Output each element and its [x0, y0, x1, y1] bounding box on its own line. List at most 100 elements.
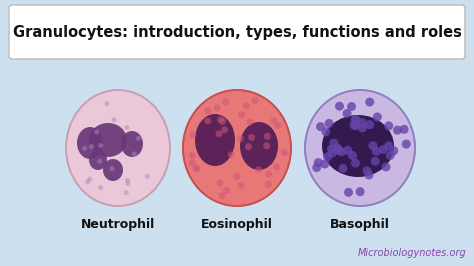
Circle shape — [136, 136, 141, 141]
Circle shape — [338, 164, 347, 173]
Circle shape — [372, 147, 381, 156]
Circle shape — [327, 144, 336, 153]
Circle shape — [402, 140, 411, 149]
Circle shape — [192, 165, 200, 172]
Ellipse shape — [121, 131, 143, 157]
Ellipse shape — [89, 150, 107, 170]
Circle shape — [265, 171, 272, 177]
Circle shape — [389, 146, 398, 155]
Circle shape — [245, 143, 252, 150]
Circle shape — [365, 171, 374, 180]
Circle shape — [316, 122, 325, 131]
Circle shape — [222, 98, 229, 105]
Circle shape — [343, 146, 352, 155]
Circle shape — [343, 109, 352, 118]
Circle shape — [351, 159, 360, 168]
Circle shape — [104, 101, 109, 106]
FancyBboxPatch shape — [9, 5, 465, 59]
Circle shape — [320, 160, 329, 168]
Circle shape — [323, 152, 332, 161]
Circle shape — [329, 139, 338, 148]
Circle shape — [363, 166, 372, 175]
Circle shape — [379, 145, 388, 154]
Circle shape — [356, 187, 365, 196]
Circle shape — [219, 118, 226, 125]
Circle shape — [352, 121, 361, 130]
Circle shape — [125, 125, 129, 130]
Ellipse shape — [195, 114, 235, 166]
Circle shape — [365, 98, 374, 107]
Circle shape — [314, 158, 323, 167]
Circle shape — [145, 174, 150, 179]
Circle shape — [255, 166, 262, 173]
Text: Neutrophil: Neutrophil — [81, 218, 155, 231]
Circle shape — [219, 192, 226, 199]
Circle shape — [393, 126, 402, 135]
Circle shape — [347, 102, 356, 111]
Circle shape — [85, 180, 90, 184]
Circle shape — [125, 178, 130, 183]
Circle shape — [281, 149, 288, 156]
Circle shape — [217, 116, 224, 123]
Circle shape — [248, 134, 255, 141]
Circle shape — [132, 151, 137, 156]
Circle shape — [352, 115, 361, 124]
Circle shape — [350, 115, 359, 124]
Ellipse shape — [322, 115, 394, 177]
Circle shape — [382, 163, 391, 172]
Circle shape — [97, 159, 102, 164]
Circle shape — [98, 143, 103, 148]
Circle shape — [94, 130, 99, 135]
Circle shape — [194, 165, 201, 172]
Ellipse shape — [89, 123, 127, 157]
Circle shape — [273, 163, 280, 170]
Circle shape — [223, 187, 230, 194]
Ellipse shape — [240, 122, 278, 170]
Circle shape — [337, 147, 346, 156]
Circle shape — [190, 131, 196, 138]
Circle shape — [325, 119, 334, 128]
Circle shape — [384, 121, 393, 130]
Circle shape — [237, 182, 245, 189]
Circle shape — [204, 107, 211, 114]
Circle shape — [334, 146, 343, 155]
Circle shape — [221, 126, 228, 133]
Circle shape — [264, 133, 271, 140]
Circle shape — [214, 105, 221, 111]
Circle shape — [82, 146, 87, 151]
Circle shape — [189, 152, 196, 159]
Circle shape — [263, 142, 270, 149]
Circle shape — [124, 190, 128, 195]
Ellipse shape — [77, 127, 103, 159]
Circle shape — [358, 118, 367, 127]
Circle shape — [335, 102, 344, 111]
Ellipse shape — [103, 159, 123, 181]
Circle shape — [365, 120, 374, 129]
Circle shape — [111, 117, 117, 122]
Circle shape — [87, 177, 92, 182]
Circle shape — [358, 123, 367, 132]
Circle shape — [386, 151, 395, 160]
Text: Granulocytes: introduction, types, functions and roles: Granulocytes: introduction, types, funct… — [13, 24, 461, 39]
Text: Microbiologynotes.org: Microbiologynotes.org — [357, 248, 466, 258]
Circle shape — [368, 141, 377, 150]
Circle shape — [237, 135, 244, 142]
Circle shape — [312, 163, 321, 172]
Text: Basophil: Basophil — [330, 218, 390, 231]
Circle shape — [233, 173, 240, 180]
Ellipse shape — [66, 90, 170, 206]
Circle shape — [328, 148, 337, 157]
Text: Eosinophil: Eosinophil — [201, 218, 273, 231]
Circle shape — [228, 151, 235, 158]
Circle shape — [252, 97, 258, 104]
Circle shape — [400, 125, 409, 134]
Circle shape — [216, 130, 222, 137]
Circle shape — [321, 127, 330, 136]
Circle shape — [348, 151, 357, 160]
Circle shape — [371, 157, 380, 166]
Ellipse shape — [183, 90, 291, 206]
Circle shape — [204, 117, 211, 124]
Circle shape — [349, 121, 358, 130]
Circle shape — [344, 188, 353, 197]
Circle shape — [189, 159, 196, 167]
